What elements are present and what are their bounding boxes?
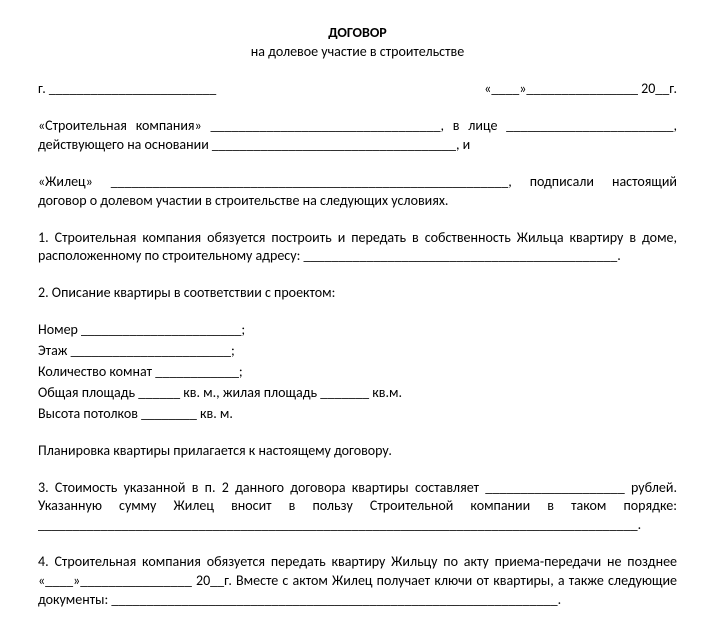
date-blank: «____»________________ 20__г. — [484, 80, 677, 97]
clause-3: 3. Стоимость указанной в п. 2 данного до… — [38, 479, 677, 536]
apartment-floor: Этаж _______________________; — [38, 342, 677, 361]
apartment-area: Общая площадь ______ кв. м., жилая площа… — [38, 384, 677, 403]
apartment-height: Высота потолков ________ кв. м. — [38, 405, 677, 424]
doc-title: ДОГОВОР — [38, 24, 677, 41]
party2-paragraph: «Жилец» ________________________________… — [38, 173, 677, 211]
clause-1: 1. Строительная компания обязуется постр… — [38, 229, 677, 267]
party1-paragraph: «Строительная компания» ________________… — [38, 117, 677, 155]
date-row: г. ________________________ «____»______… — [38, 80, 677, 97]
apartment-number: Номер _______________________; — [38, 321, 677, 340]
apartment-rooms: Количество комнат ____________; — [38, 363, 677, 382]
city-blank: г. ________________________ — [38, 80, 216, 97]
document-page: ДОГОВОР на долевое участие в строительст… — [0, 0, 715, 622]
plan-note: Планировка квартиры прилагается к настоя… — [38, 442, 677, 461]
clause-4: 4. Строительная компания обязуется перед… — [38, 553, 677, 610]
doc-subtitle: на долевое участие в строительстве — [38, 43, 677, 60]
clause-2-heading: 2. Описание квартиры в соответствии с пр… — [38, 284, 677, 303]
